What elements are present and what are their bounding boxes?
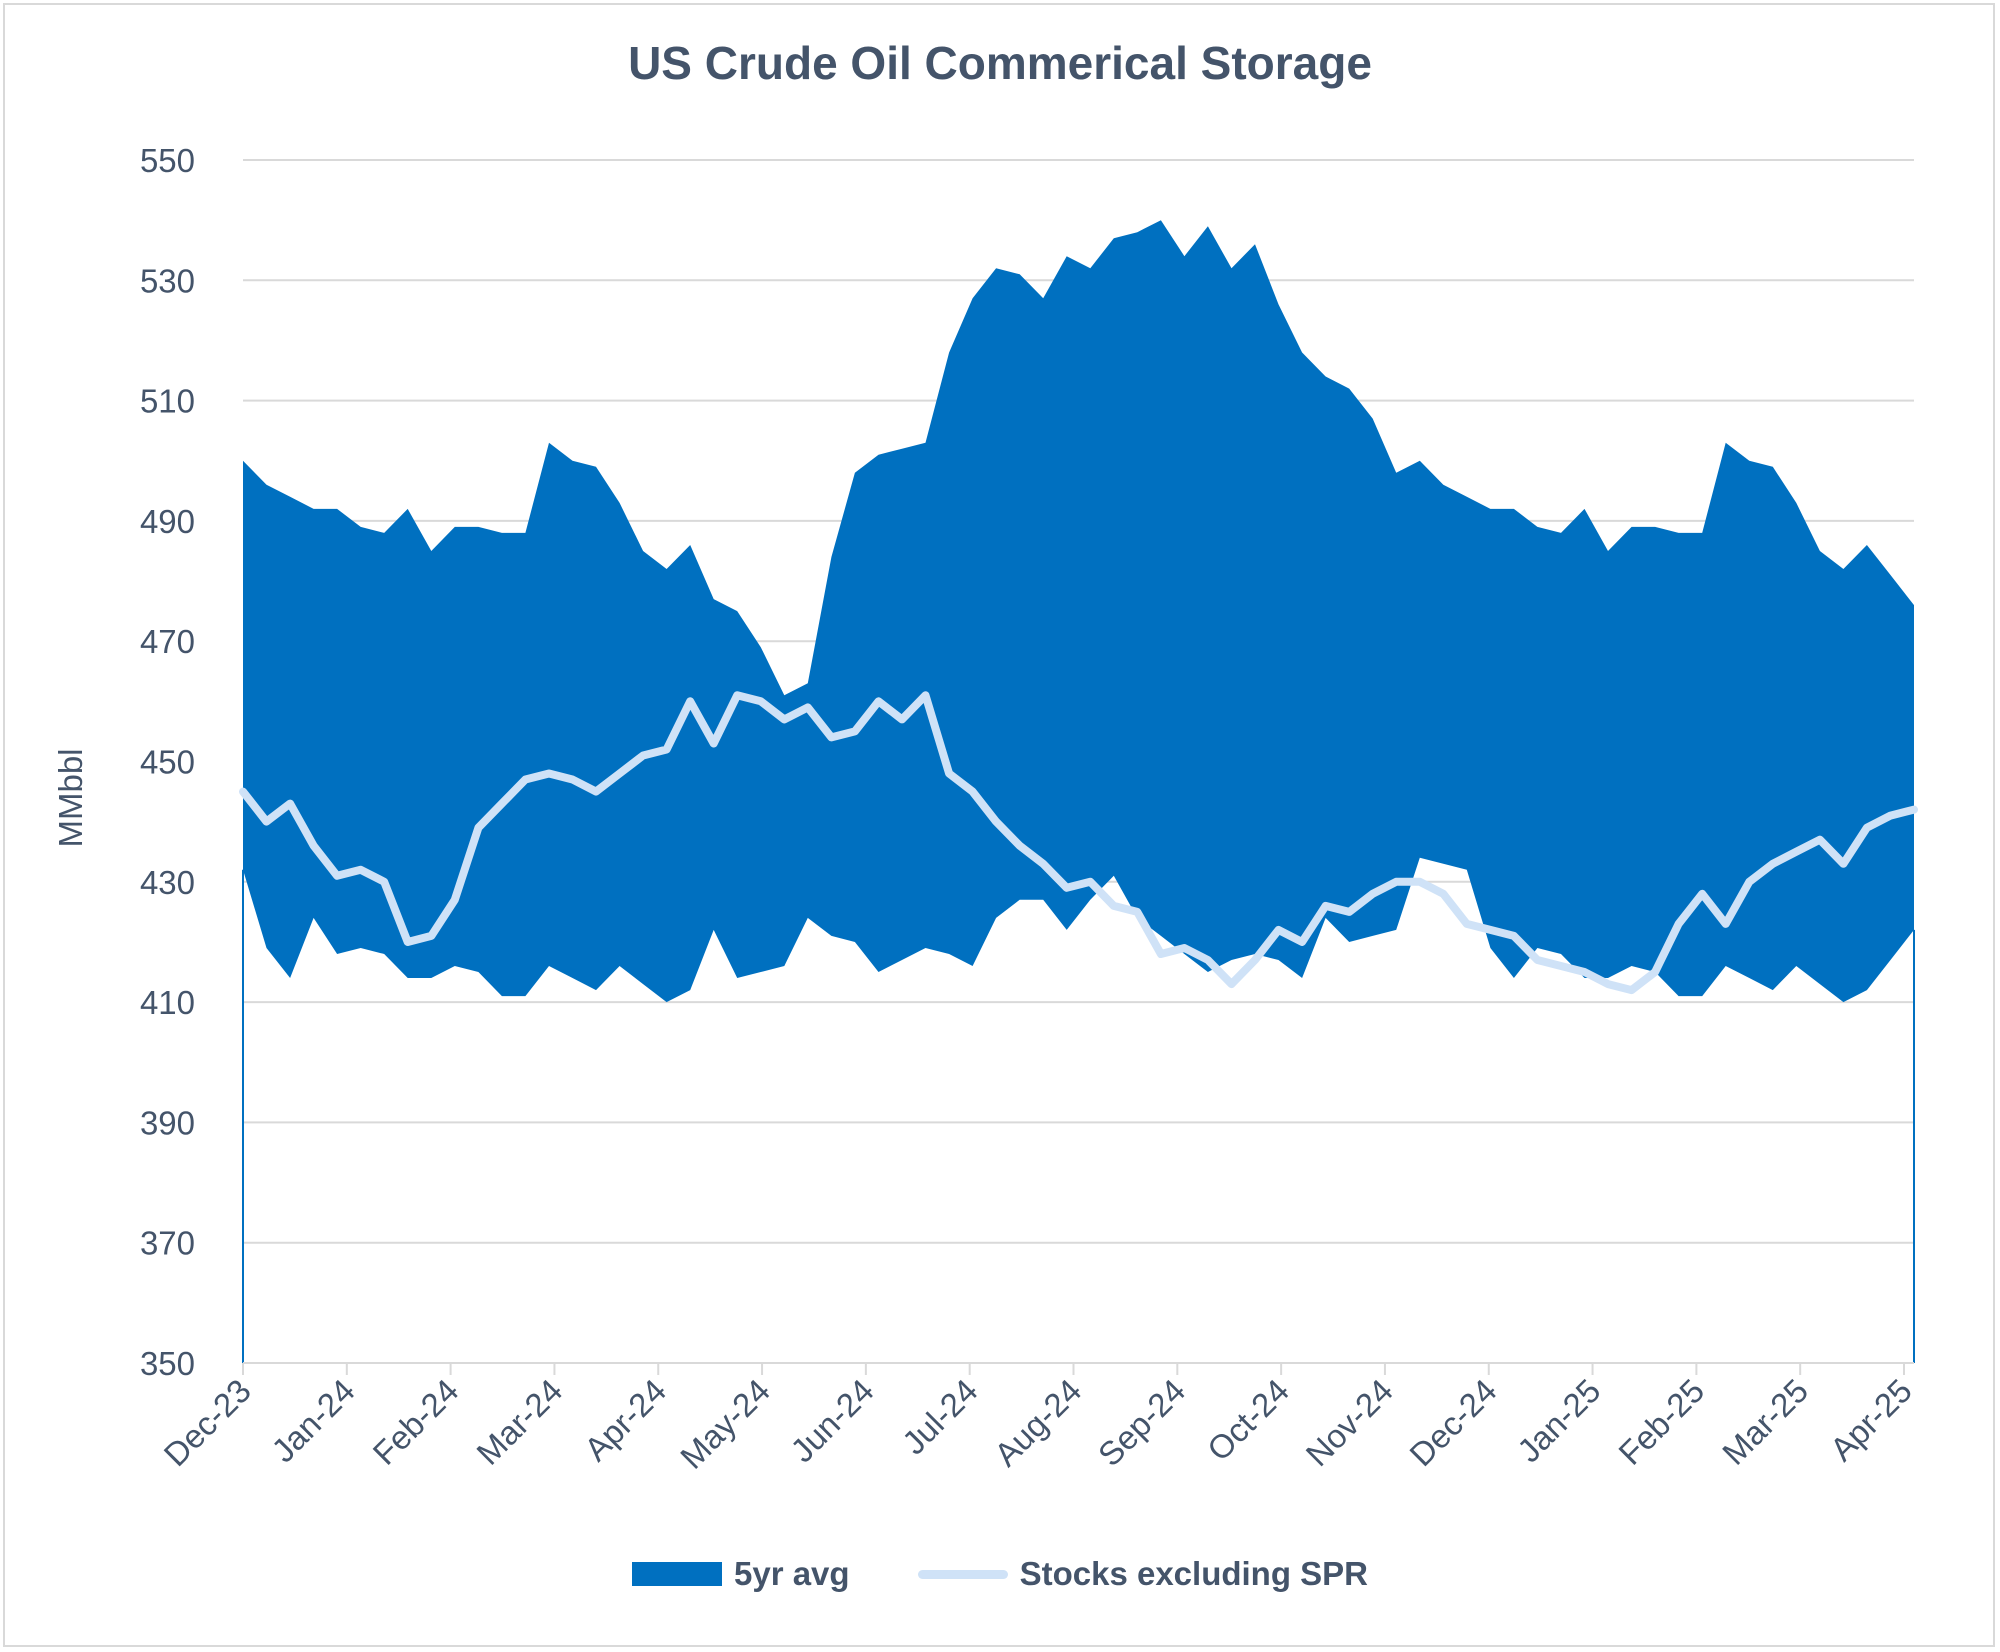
y-tick-label-350: 350 [140, 1345, 195, 1382]
x-tick-label-Dec-24: Dec-24 [1402, 1372, 1503, 1473]
five-year-avg-band [242, 220, 1915, 1363]
x-tick-label-Apr-25: Apr-25 [1823, 1372, 1919, 1468]
legend-item-stocks: Stocks excluding SPR [917, 1555, 1369, 1593]
y-tick-label-470: 470 [140, 623, 195, 660]
series-5yr-avg-area [243, 220, 1914, 1003]
x-tick-label-Oct-24: Oct-24 [1200, 1372, 1296, 1468]
series-stocks-excluding-spr-line [239, 691, 1918, 995]
x-tick-label-Jan-24: Jan-24 [264, 1372, 362, 1470]
y-tick-label-370: 370 [140, 1225, 195, 1262]
y-tick-label-410: 410 [140, 984, 195, 1021]
stocks-line-layer [239, 691, 1918, 995]
y-tick-label-390: 390 [140, 1104, 195, 1141]
x-tick-label-Jul-24: Jul-24 [895, 1372, 985, 1462]
x-tick-label-Mar-24: Mar-24 [469, 1372, 569, 1472]
x-tick-label-Dec-23: Dec-23 [157, 1372, 258, 1473]
legend-swatch-5yr-avg [631, 1562, 722, 1586]
legend-label-stocks: Stocks excluding SPR [1019, 1555, 1369, 1592]
x-tick-label-Feb-25: Feb-25 [1611, 1372, 1711, 1472]
y-tick-label-530: 530 [140, 262, 195, 299]
y-tick-label-450: 450 [140, 744, 195, 781]
legend: 5yr avg Stocks excluding SPR [0, 1555, 2000, 1593]
x-tick-label-Jan-25: Jan-25 [1510, 1372, 1608, 1470]
x-tick-label-Mar-25: Mar-25 [1715, 1372, 1815, 1472]
x-tick-label-Feb-24: Feb-24 [365, 1372, 465, 1472]
x-tick-label-May-24: May-24 [673, 1372, 777, 1476]
x-tick-label-Jun-24: Jun-24 [783, 1372, 881, 1470]
legend-label-5yr-avg: 5yr avg [733, 1555, 850, 1592]
y-tick-label-490: 490 [140, 503, 195, 540]
legend-item-5yr-avg: 5yr avg [631, 1555, 850, 1593]
y-axis-label: MMbbl [52, 748, 89, 847]
x-tick-label-Sep-24: Sep-24 [1091, 1372, 1192, 1473]
x-tick-label-Apr-24: Apr-24 [577, 1372, 673, 1468]
chart-title: US Crude Oil Commerical Storage [628, 37, 1372, 89]
y-tick-label-550: 550 [140, 142, 195, 179]
y-tick-label-430: 430 [140, 864, 195, 901]
x-tick-label-Nov-24: Nov-24 [1298, 1372, 1399, 1473]
legend-swatch-stocks [917, 1569, 1008, 1579]
y-tick-label-510: 510 [140, 383, 195, 420]
x-tick-label-Aug-24: Aug-24 [987, 1372, 1088, 1473]
